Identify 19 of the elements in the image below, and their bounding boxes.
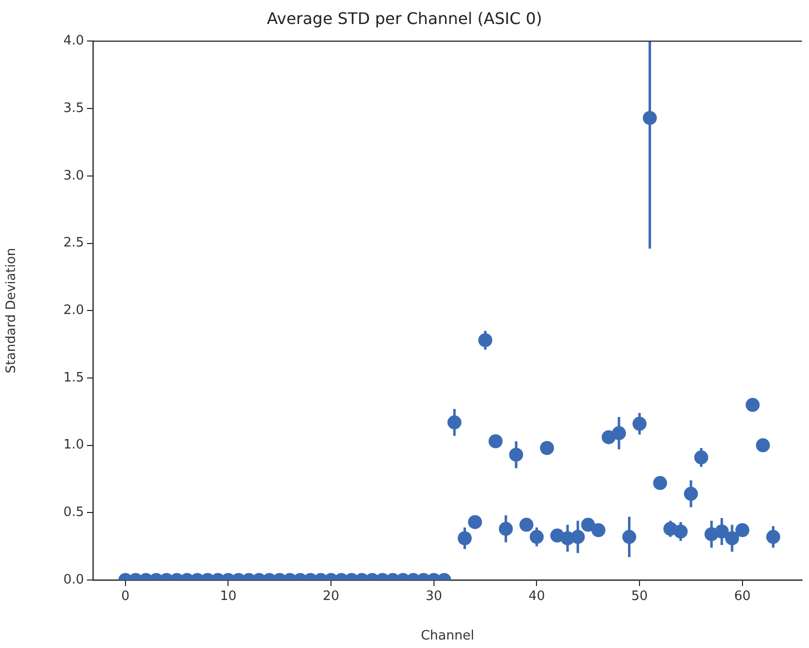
x-tick-label: 40 [528, 589, 545, 604]
x-axis-title: Channel [420, 628, 474, 644]
y-axis-title: Standard Deviation [4, 248, 20, 374]
x-tick-label: 0 [121, 589, 130, 604]
y-tick-label: 0.0 [63, 572, 84, 588]
x-tick-label: 20 [322, 589, 340, 604]
x-tick-label: 10 [220, 589, 236, 604]
y-tick-label: 2.5 [63, 236, 84, 251]
y-tick-label: 2.0 [63, 302, 84, 318]
y-tick-label: 4.0 [63, 34, 84, 49]
x-tick-label: 50 [631, 589, 648, 604]
x-tick-label: 60 [734, 589, 751, 604]
y-tick-label: 1.5 [63, 370, 84, 386]
chart-title: Average STD per Channel (ASIC 0) [266, 8, 542, 28]
x-tick-label: 30 [426, 589, 442, 604]
y-tick-label: 3.5 [63, 100, 84, 116]
y-tick-label: 0.5 [63, 505, 84, 520]
y-tick-label: 1.0 [63, 438, 84, 453]
y-tick-label: 3.0 [63, 168, 84, 184]
